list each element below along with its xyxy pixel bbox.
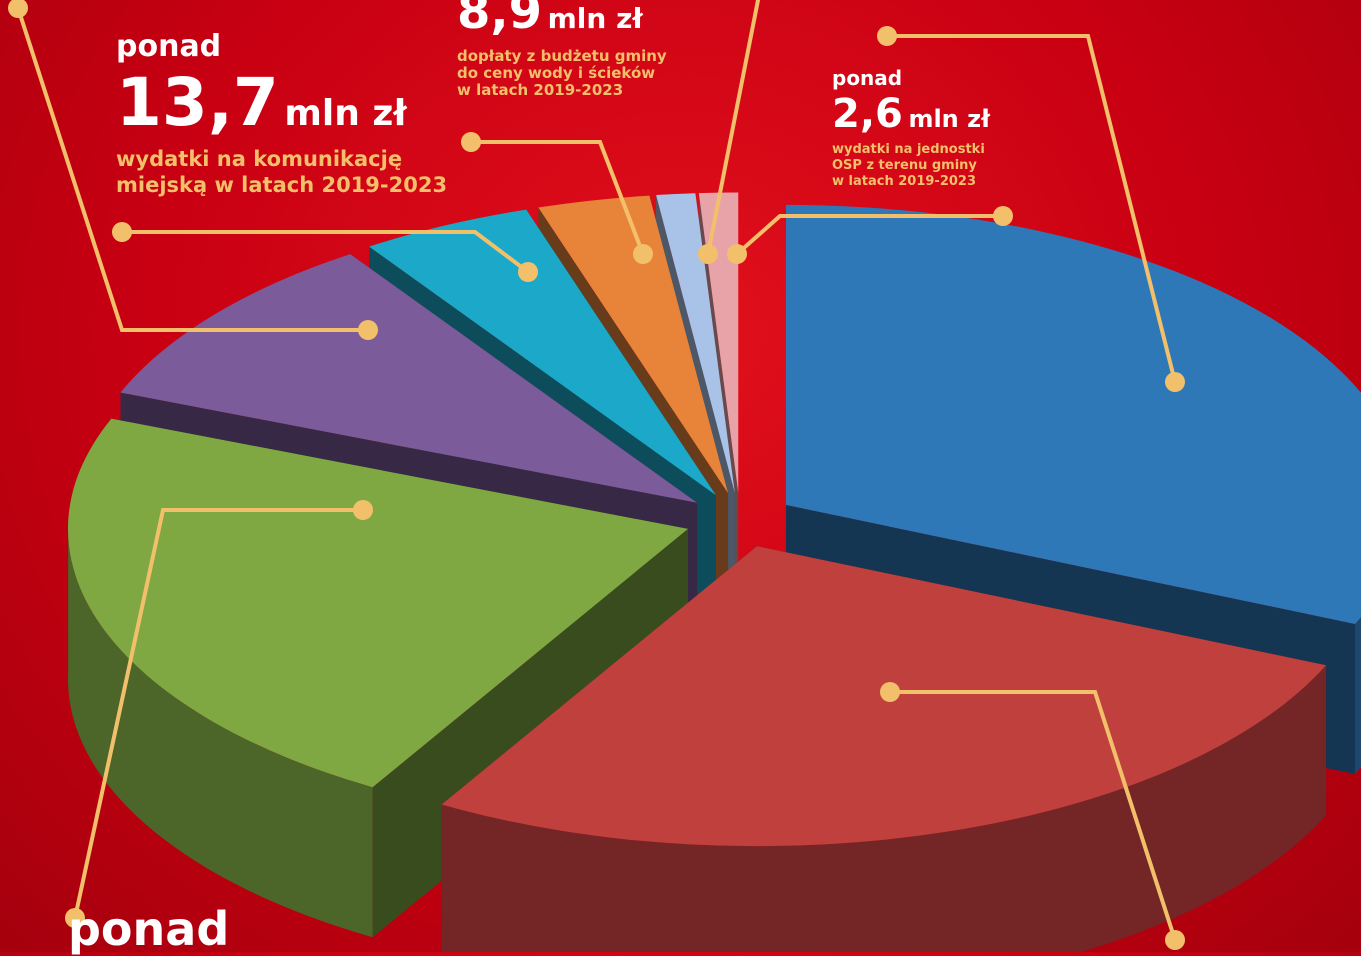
pie-slice-4-top	[120, 254, 698, 503]
label-bottom-left-prefix: ponad	[68, 902, 230, 956]
callout-dot-2-end	[518, 262, 538, 282]
callout-line-3	[471, 140, 645, 255]
pie-slice-7-top	[656, 193, 735, 493]
pie-slice-5-top	[369, 209, 716, 496]
callout-dot-7-start	[353, 500, 373, 520]
pie-slice-1-side	[1355, 616, 1361, 774]
callout-line-8	[890, 690, 1177, 941]
callout-line-1	[16, 7, 368, 332]
label-bottom-left: ponad	[68, 906, 229, 952]
callout-dot-8-end	[1165, 930, 1185, 950]
pie-slice-6-top	[538, 195, 729, 494]
callout-dot-5-end	[727, 244, 747, 264]
label-osp-prefix: ponad	[832, 66, 903, 90]
label-komunikacja-prefix: ponad	[116, 29, 222, 64]
label-osp-value: 2,6 mln zł	[832, 94, 1042, 134]
pie-slice-2-side	[441, 665, 1327, 952]
callout-dot-4-end	[698, 244, 718, 264]
callout-dot-8-start	[880, 682, 900, 702]
label-osp-desc-3: w latach 2019-2023	[832, 174, 976, 189]
callout-dot-7-end	[65, 908, 85, 928]
pie-slice-3-side	[67, 522, 373, 938]
callout-dot-1-end	[358, 320, 378, 340]
label-komunikacja-number: 13,7	[116, 64, 279, 141]
label-osp-number: 2,6	[832, 91, 903, 137]
callout-line-2	[122, 230, 530, 274]
label-osp-desc-1: wydatki na jednostki	[832, 142, 985, 157]
label-woda-number: 8,9	[457, 0, 543, 40]
callout-line-4	[706, 0, 761, 255]
label-woda-unit: mln zł	[547, 2, 643, 35]
label-komunikacja-desc-2: miejską w latach 2019-2023	[116, 173, 448, 197]
callout-dot-3-end	[633, 244, 653, 264]
callout-dot-6-start	[877, 26, 897, 46]
label-woda-desc-3: w latach 2019-2023	[457, 81, 624, 99]
label-osp-unit: mln zł	[908, 105, 990, 133]
callout-dot-5-start	[993, 206, 1013, 226]
pie-slice-1-top	[785, 204, 1361, 624]
callout-line-7	[73, 508, 363, 919]
label-komunikacja: ponad 13,7 mln zł wydatki na komunikację…	[116, 32, 496, 198]
label-osp: ponad 2,6 mln zł wydatki na jednostki OS…	[832, 68, 1042, 190]
label-osp-desc-2: OSP z terenu gminy	[832, 158, 977, 173]
pie-slice-8-top	[698, 192, 739, 493]
label-komunikacja-value: 13,7 mln zł	[116, 70, 496, 136]
label-woda-value: 8,9 mln zł	[457, 0, 747, 36]
callout-dot-6-end	[1165, 372, 1185, 392]
label-komunikacja-unit: mln zł	[284, 93, 407, 134]
callout-dot-3-start	[461, 132, 481, 152]
callout-line-6	[887, 34, 1177, 383]
callout-line-5	[735, 214, 1003, 256]
label-woda-desc-1: dopłaty z budżetu gminy	[457, 47, 667, 65]
label-woda: 8,9 mln zł dopłaty z budżetu gminy do ce…	[457, 0, 747, 99]
callout-dot-1-start	[8, 0, 28, 18]
label-komunikacja-desc-1: wydatki na komunikację	[116, 147, 403, 171]
callout-dot-2-start	[112, 222, 132, 242]
label-woda-desc-2: do ceny wody i ścieków	[457, 64, 656, 82]
